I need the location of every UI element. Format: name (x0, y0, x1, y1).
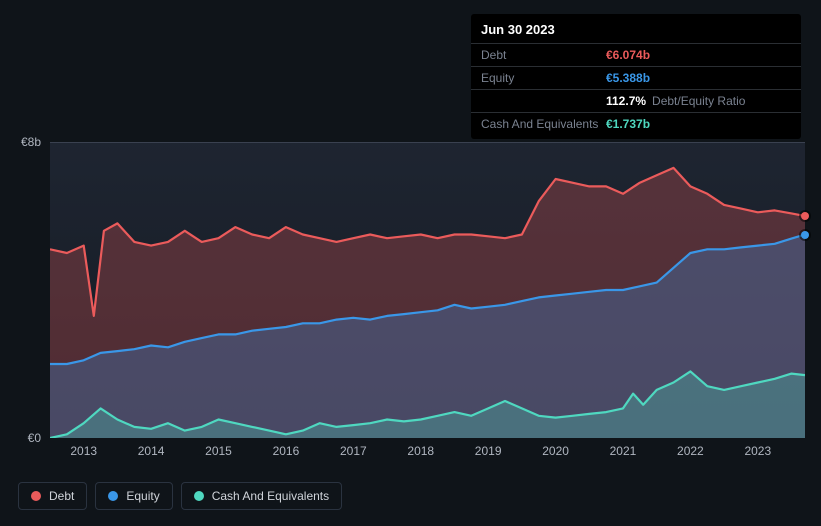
legend-label: Equity (126, 489, 159, 503)
series-end-marker (801, 212, 809, 220)
tooltip-row: 112.7% Debt/Equity Ratio (471, 89, 801, 112)
tooltip-row: Debt€6.074b (471, 43, 801, 66)
tooltip-row-label: Debt (481, 48, 606, 62)
x-axis-label: 2020 (542, 444, 569, 458)
chart-plot-area[interactable] (50, 142, 805, 438)
tooltip-row-value: 112.7% (606, 94, 646, 108)
chart-legend: Debt Equity Cash And Equivalents (18, 482, 342, 510)
series-end-marker (801, 231, 809, 239)
y-axis-label: €0 (28, 431, 41, 445)
legend-dot-icon (108, 491, 118, 501)
legend-item-debt[interactable]: Debt (18, 482, 87, 510)
chart-svg (50, 142, 805, 438)
x-axis-label: 2013 (70, 444, 97, 458)
x-axis-label: 2018 (407, 444, 434, 458)
gridline-top (50, 142, 805, 143)
tooltip-row-label (481, 94, 606, 108)
tooltip-row-value: €6.074b (606, 48, 650, 62)
tooltip-row-label: Cash And Equivalents (481, 117, 606, 131)
x-axis-labels: 2013 2014 2015 2016 2017 2018 2019 2020 2021 2022… (50, 444, 805, 464)
x-axis-label: 2014 (138, 444, 165, 458)
tooltip-row-extra: Debt/Equity Ratio (652, 94, 745, 108)
legend-dot-icon (31, 491, 41, 501)
legend-label: Debt (49, 489, 74, 503)
tooltip-row-label: Equity (481, 71, 606, 85)
x-axis-label: 2015 (205, 444, 232, 458)
tooltip-date: Jun 30 2023 (471, 22, 801, 43)
legend-label: Cash And Equivalents (212, 489, 329, 503)
tooltip-row: Cash And Equivalents€1.737b (471, 112, 801, 135)
chart-container: Jun 30 2023 Debt€6.074bEquity€5.388b112.… (0, 0, 821, 526)
x-axis-label: 2017 (340, 444, 367, 458)
x-axis-label: 2019 (475, 444, 502, 458)
x-axis-label: 2023 (744, 444, 771, 458)
y-axis-label: €8b (21, 135, 41, 149)
tooltip-row-value: €1.737b (606, 117, 650, 131)
x-axis-label: 2016 (273, 444, 300, 458)
x-axis-label: 2021 (610, 444, 637, 458)
legend-item-equity[interactable]: Equity (95, 482, 172, 510)
legend-dot-icon (194, 491, 204, 501)
x-axis-label: 2022 (677, 444, 704, 458)
tooltip-row: Equity€5.388b (471, 66, 801, 89)
legend-item-cash-and-equivalents[interactable]: Cash And Equivalents (181, 482, 342, 510)
chart-tooltip: Jun 30 2023 Debt€6.074bEquity€5.388b112.… (471, 14, 801, 139)
tooltip-row-value: €5.388b (606, 71, 650, 85)
